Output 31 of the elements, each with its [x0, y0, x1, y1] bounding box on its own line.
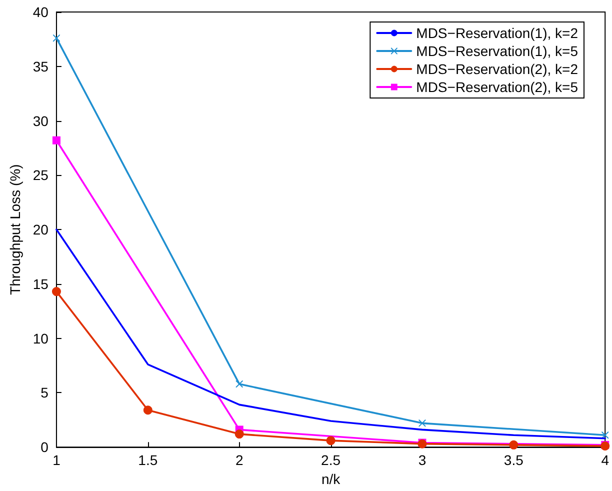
- point: [52, 287, 61, 296]
- point: [509, 440, 518, 450]
- point: [236, 380, 243, 388]
- y-tick-label: 0: [40, 439, 49, 456]
- legend-label: MDS−Reservation(1), k=2: [416, 25, 578, 41]
- x-tick-label: 2: [235, 452, 244, 468]
- x-tick-label: 2.5: [321, 452, 341, 468]
- y-axis-title: Throughput Loss (%): [7, 164, 23, 295]
- point: [52, 34, 60, 42]
- point: [143, 406, 152, 415]
- point: [52, 136, 60, 144]
- x-axis-title: n/k: [321, 471, 342, 487]
- legend-label: MDS−Reservation(2), k=2: [416, 61, 578, 77]
- y-tick-label: 40: [32, 4, 49, 20]
- x-tick-label: 1.5: [138, 452, 158, 468]
- y-tick-label: 35: [32, 58, 49, 74]
- point: [418, 420, 426, 427]
- y-tick-label: 5: [40, 384, 49, 401]
- point: [326, 436, 336, 446]
- x-tick-label: 1: [52, 452, 61, 468]
- legend-label: MDS−Reservation(1), k=5: [416, 43, 578, 59]
- x-tick-label: 3: [418, 452, 426, 468]
- y-tick-label: 10: [32, 330, 49, 346]
- y-tick-label: 20: [32, 222, 49, 238]
- point: [234, 430, 244, 439]
- y-tick-label: 25: [32, 167, 49, 184]
- y-tick-label: 30: [32, 112, 49, 129]
- x-tick-label: 3.5: [504, 452, 524, 468]
- y-tick-label: 15: [32, 276, 49, 292]
- x-tick-label: 4: [601, 452, 610, 468]
- legend-label: MDS−Reservation(2), k=5: [416, 79, 578, 95]
